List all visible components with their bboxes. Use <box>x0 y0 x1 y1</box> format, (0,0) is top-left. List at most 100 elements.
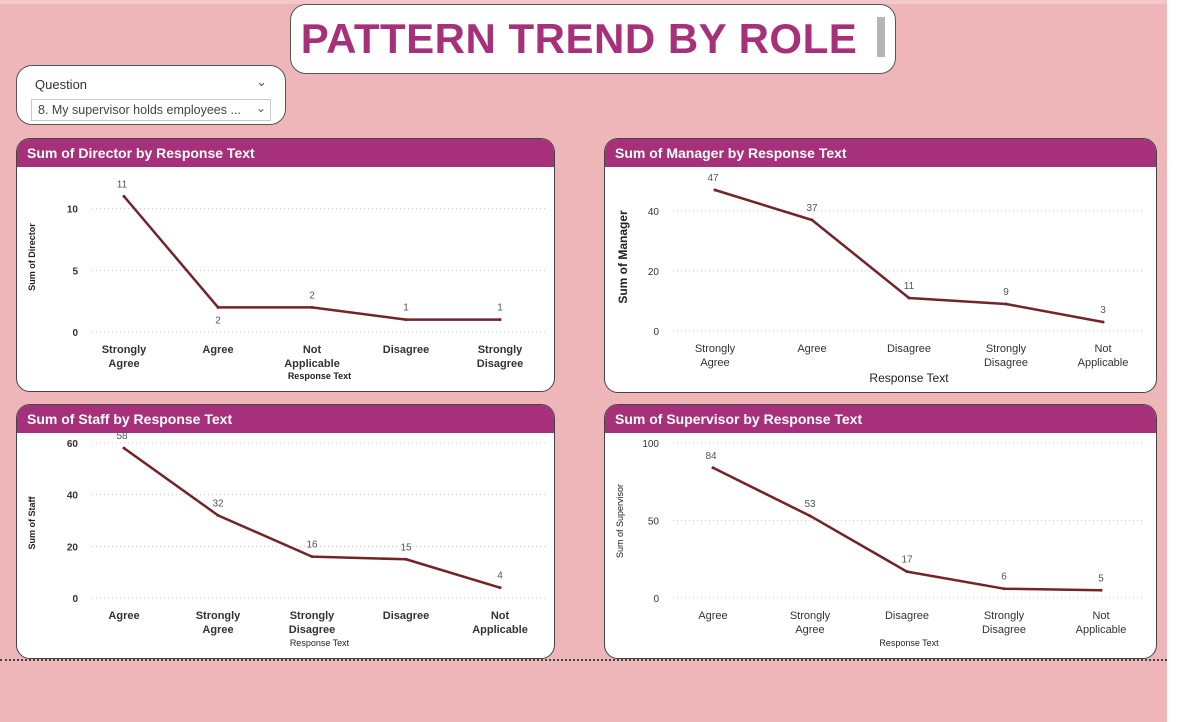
y-tick-label: 0 <box>72 594 78 605</box>
y-tick-label: 10 <box>67 205 79 216</box>
y-axis-title: Sum of Staff <box>27 495 37 549</box>
data-label: 53 <box>804 499 816 510</box>
chart-header: Sum of Director by Response Text <box>17 139 554 167</box>
page-title: PATTERN TREND BY ROLE <box>300 15 858 62</box>
page-title-card: PATTERN TREND BY ROLE <box>290 4 896 74</box>
data-point <box>404 557 408 561</box>
x-category-label: Strongly Agree <box>196 610 241 636</box>
x-category-label-line: Agree <box>202 344 233 356</box>
x-category-label: Disagree <box>885 610 929 622</box>
series-line <box>714 188 1104 324</box>
manager-chart-card[interactable]: Sum of Manager by Response Text 0 20 40 Sum… <box>604 138 1157 393</box>
x-category-label-line: Applicable <box>1078 357 1129 369</box>
data-label: 16 <box>306 540 318 551</box>
chart-title: Sum of Staff by Response Text <box>27 411 233 427</box>
y-axis-title: Sum of Director <box>27 223 37 291</box>
x-category-label-line: Not <box>1094 343 1111 355</box>
chevron-down-icon[interactable]: ⌄ <box>255 101 266 115</box>
x-category-label: Agree <box>202 344 233 356</box>
x-category-label: Strongly Disagree <box>289 610 335 636</box>
slicer-label: Question <box>35 77 88 92</box>
x-axis-title: Response Text <box>290 638 350 648</box>
data-label: 2 <box>309 290 315 301</box>
y-tick-label: 0 <box>653 594 659 605</box>
director-chart-card[interactable]: Sum of Director by Response Text 0 5 10 Sum… <box>16 138 555 392</box>
data-point <box>713 188 717 192</box>
x-category-label: Strongly Agree <box>695 343 736 369</box>
x-category-label: Not Applicable <box>1078 343 1129 369</box>
chart-title: Sum of Director by Response Text <box>27 145 255 161</box>
data-point <box>907 296 911 300</box>
x-axis-title: Response Text <box>288 371 351 381</box>
x-category-label-line: Strongly <box>986 343 1027 355</box>
data-label: 32 <box>212 498 224 509</box>
x-category-label: Strongly Disagree <box>984 343 1028 369</box>
data-label: 5 <box>1098 573 1104 584</box>
data-label: 4 <box>497 571 503 582</box>
x-category-label-line: Not <box>491 610 510 622</box>
data-point <box>905 570 909 574</box>
data-point <box>498 586 502 590</box>
data-label: 6 <box>1001 572 1007 583</box>
slicer-dropdown[interactable]: 8. My supervisor holds employees ... ⌄ <box>31 99 271 121</box>
x-category-label-line: Agree <box>698 610 727 622</box>
data-label: 9 <box>1003 287 1009 298</box>
manager-line-chart: 0 20 40 Sum of Manager 47 37 11 9 3 Strongly Agree… <box>616 173 1145 385</box>
y-axis-title: Sum of Manager <box>616 210 630 304</box>
data-point <box>808 514 812 518</box>
data-point <box>1002 587 1006 591</box>
x-category-label: Agree <box>698 610 727 622</box>
data-label: 11 <box>904 281 915 292</box>
slicer-selected-value: 8. My supervisor holds employees ... <box>38 103 241 117</box>
data-point <box>810 218 814 222</box>
data-label: 3 <box>1100 305 1106 316</box>
data-point <box>1004 302 1008 306</box>
y-tick-label: 20 <box>648 267 660 278</box>
x-category-label-line: Agree <box>108 610 139 622</box>
data-label: 15 <box>400 542 412 553</box>
chart-header: Sum of Manager by Response Text <box>605 139 1156 167</box>
question-slicer[interactable]: Question ⌄ 8. My supervisor holds employ… <box>16 65 286 125</box>
text-cursor <box>877 17 885 57</box>
x-category-label-line: Strongly <box>478 344 523 356</box>
y-tick-label: 60 <box>67 439 79 450</box>
data-label: 1 <box>403 303 409 314</box>
x-category-label-line: Strongly <box>290 610 335 622</box>
x-category-label-line: Strongly <box>196 610 241 622</box>
data-point <box>404 318 408 322</box>
y-axis-title: Sum of Supervisor <box>615 484 625 558</box>
y-tick-label: 20 <box>67 542 79 553</box>
x-category-label: Disagree <box>887 343 931 355</box>
data-label: 47 <box>707 173 719 184</box>
chart-title: Sum of Manager by Response Text <box>615 145 847 161</box>
data-point <box>122 446 126 450</box>
x-category-label: Not Applicable <box>1076 610 1127 636</box>
staff-chart-card[interactable]: Sum of Staff by Response Text 0 20 40 60 Sum… <box>16 404 555 659</box>
data-label: 2 <box>215 315 221 326</box>
data-label: 58 <box>116 431 128 442</box>
x-category-label-line: Strongly <box>102 344 147 356</box>
data-point <box>1101 320 1105 324</box>
y-tick-label: 5 <box>72 266 78 277</box>
data-label: 1 <box>497 303 503 314</box>
supervisor-chart-card[interactable]: Sum of Supervisor by Response Text 0 50 10… <box>604 404 1157 659</box>
data-point <box>310 305 314 309</box>
y-tick-label: 0 <box>72 328 78 339</box>
x-category-label-line: Agree <box>700 357 729 369</box>
chevron-down-icon[interactable]: ⌄ <box>256 74 267 89</box>
chart-title: Sum of Supervisor by Response Text <box>615 411 863 427</box>
data-point <box>216 305 220 309</box>
x-category-label: Strongly Disagree <box>982 610 1026 636</box>
x-category-label: Strongly Disagree <box>477 344 523 370</box>
x-axis-title: Response Text <box>879 638 939 648</box>
x-category-label: Disagree <box>383 610 429 622</box>
x-category-label-line: Strongly <box>790 610 831 622</box>
data-point <box>498 318 502 322</box>
x-category-label-line: Strongly <box>695 343 736 355</box>
chart-header: Sum of Staff by Response Text <box>17 405 554 433</box>
data-point <box>122 194 126 198</box>
data-label: 37 <box>806 203 818 214</box>
x-category-label-line: Agree <box>108 358 139 370</box>
y-tick-label: 40 <box>67 491 79 502</box>
x-category-label-line: Disagree <box>383 610 429 622</box>
